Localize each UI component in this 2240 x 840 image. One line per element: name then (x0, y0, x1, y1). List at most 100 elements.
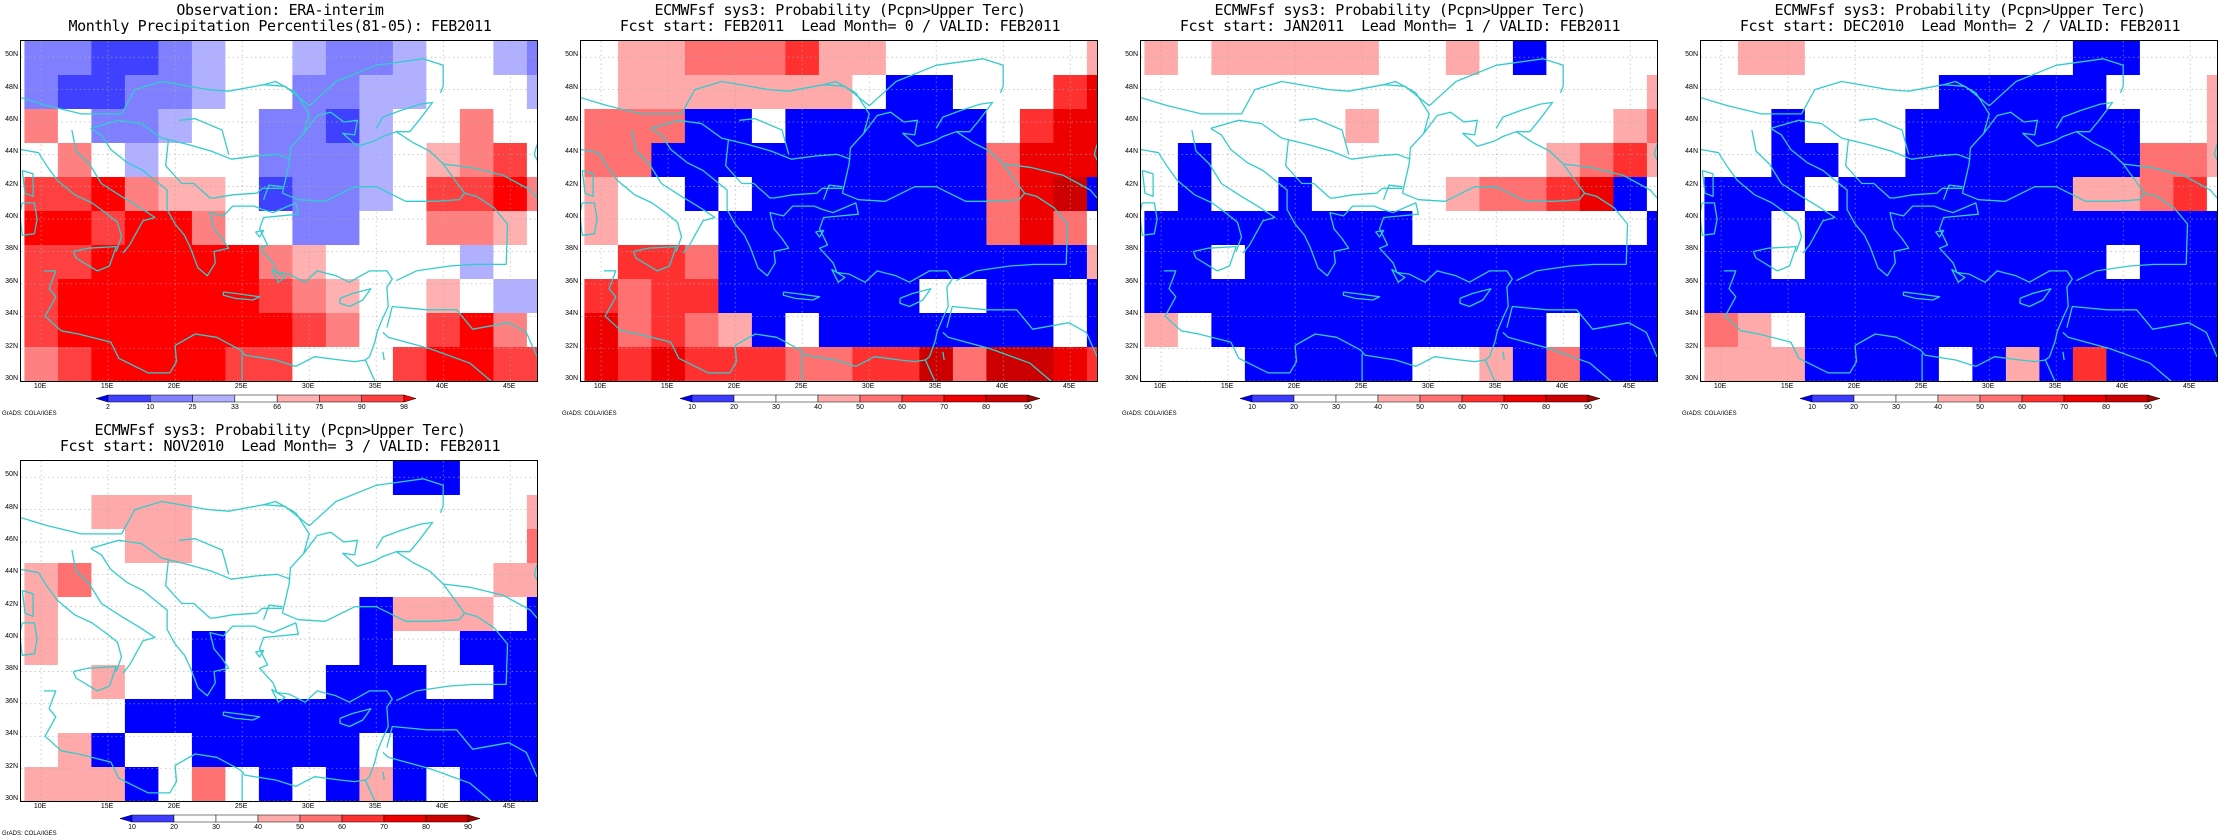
lon-tick-label: 40E (435, 803, 449, 810)
grid-cell (191, 733, 226, 768)
grid-cell (1311, 41, 1346, 76)
coastline (2066, 305, 2217, 357)
lon-tick-label: 35E (368, 803, 382, 810)
colorbar-label: 40 (1934, 404, 1942, 411)
grid-cell (1871, 313, 1906, 348)
precip-map (20, 460, 538, 802)
grid-cell (325, 767, 360, 801)
coastline (1285, 139, 1403, 199)
coastline (21, 622, 38, 656)
coastline (632, 245, 677, 272)
grid-cell (1378, 279, 1413, 314)
coastline (1770, 127, 1943, 277)
coastline (21, 589, 34, 618)
grid-cell (818, 41, 853, 76)
lat-tick-label: 50N (1685, 51, 1698, 59)
grid-cell (2173, 109, 2208, 144)
grid-cell (852, 75, 887, 110)
lat-tick-label: 34N (5, 730, 18, 738)
grid-cell (1445, 279, 1480, 314)
grid-cell (818, 177, 853, 212)
lat-tick-label: 32N (5, 342, 18, 350)
lat-tick-label: 32N (5, 762, 18, 770)
grid-cell (91, 495, 126, 530)
colorbar-segment (1545, 394, 1589, 403)
grid-cell (952, 313, 987, 348)
grid-cell (2206, 41, 2217, 76)
coastline (90, 539, 291, 580)
grid-cell (1579, 41, 1614, 76)
grid-cell (1737, 313, 1772, 348)
grid-cell (952, 347, 987, 381)
grid-cell (651, 75, 686, 110)
colorbar-label: 90 (1584, 404, 1592, 411)
lon-tick-label: 25E (794, 383, 808, 390)
grid-cell (392, 143, 427, 178)
grid-cell (1771, 75, 1806, 110)
colorbar-segment (1419, 394, 1463, 403)
grid-cell (57, 245, 92, 280)
grid-cell (124, 143, 159, 178)
grid-cell (1278, 109, 1313, 144)
grid-cell (526, 529, 537, 564)
lat-tick-label: 42N (1125, 180, 1138, 188)
colorbar-segment (817, 394, 861, 403)
grid-cell (124, 529, 159, 564)
lon-tick-label: 40E (2115, 383, 2129, 390)
panel-subtitle: Fcst start: JAN2011 Lead Month= 1 / VALI… (1179, 17, 1621, 35)
grid-cell (325, 597, 360, 632)
colorbar-segment (775, 394, 819, 403)
grid-cell (2005, 211, 2040, 246)
grid-cell (292, 75, 327, 110)
coastline (222, 711, 261, 721)
grid-cell (952, 41, 987, 76)
grid-cell (1838, 75, 1873, 110)
colorbar-segment (1799, 394, 1813, 403)
colorbar-canvas: 2 10 25 33 66 75 90 98 (95, 394, 417, 411)
precip-map (1140, 40, 1658, 382)
grid-cell (751, 75, 786, 110)
coastline (2062, 331, 2172, 381)
lat-tick-label: 48N (1125, 83, 1138, 91)
grid-cell (2072, 347, 2107, 381)
grid-cell (1737, 75, 1772, 110)
colorbar-segment (131, 814, 175, 823)
grid-cell (1311, 109, 1346, 144)
grid-cell (1646, 347, 1657, 381)
grid-cell (1445, 143, 1480, 178)
grid-cell (392, 631, 427, 666)
coastline (375, 101, 434, 133)
panel-title: ECMWFsf sys3: Probability (Pcpn>Upper Te… (1774, 1, 2146, 19)
lat-tick-label: 38N (1125, 245, 1138, 253)
grid-cell (325, 313, 360, 348)
colorbar-label: 60 (338, 824, 346, 831)
lon-tick-label: 45E (1062, 383, 1076, 390)
coastline (21, 148, 123, 252)
lon-tick-label: 10E (1153, 383, 1167, 390)
grid-cell (459, 767, 494, 801)
coastline (1163, 270, 1486, 374)
coastlines (21, 58, 537, 381)
lon-tick-label: 40E (995, 383, 1009, 390)
grid-cell (2206, 279, 2217, 314)
grid-cell (2139, 245, 2174, 280)
colorbar-label: 20 (170, 824, 178, 831)
grid-cell (1445, 313, 1480, 348)
grid-cell (57, 461, 92, 496)
coastline (1701, 80, 1990, 115)
grid-cell (325, 733, 360, 768)
coastline (1391, 268, 1406, 283)
coastline (1401, 111, 1586, 202)
coastline (263, 500, 310, 554)
grid-cell (1244, 143, 1279, 178)
grid-cell (1086, 245, 1097, 280)
coastline (2019, 288, 2052, 308)
lon-tick-label: 30E (301, 383, 315, 390)
coastline (43, 270, 366, 374)
grid-cell (1019, 177, 1054, 212)
colorbar-label: 10 (1808, 404, 1816, 411)
grid-cell (459, 75, 494, 110)
grid-cell (751, 279, 786, 314)
colorbar-label: 30 (1892, 404, 1900, 411)
colorbar-label: 70 (2060, 404, 2068, 411)
